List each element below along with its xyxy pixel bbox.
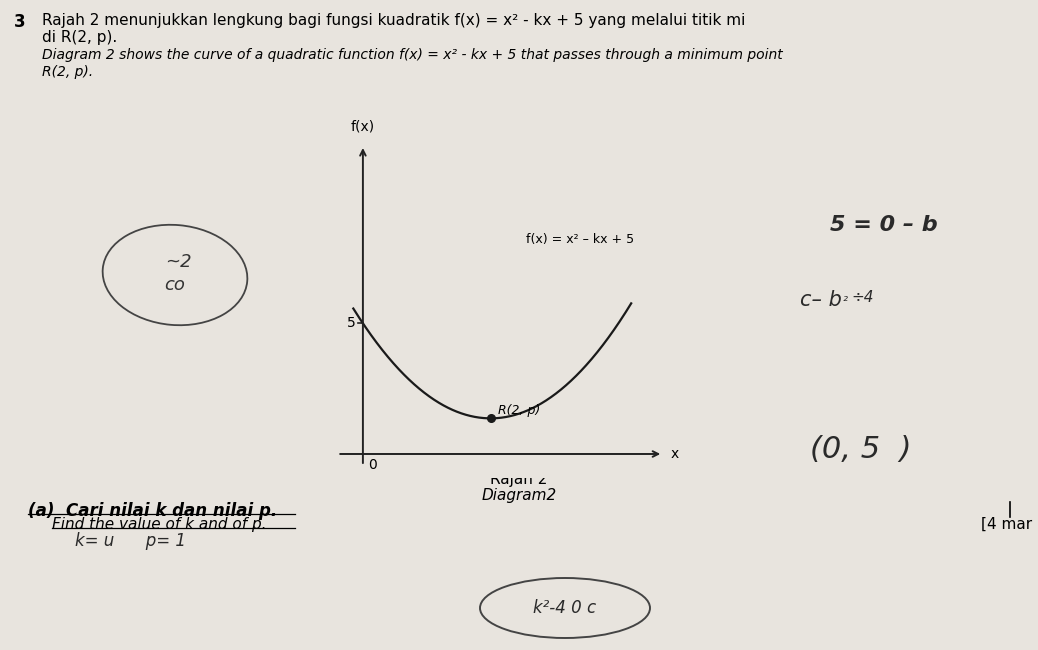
Text: (0, 5  ): (0, 5 ) [810,435,911,464]
Text: Rajah 2: Rajah 2 [490,472,548,487]
Text: (a)  Cari nilai k dan nilai p.: (a) Cari nilai k dan nilai p. [28,502,277,520]
Text: x: x [671,447,679,461]
Text: di R(2, p).: di R(2, p). [42,30,117,45]
Text: 5: 5 [347,317,355,330]
Text: 5 = 0 – b: 5 = 0 – b [830,215,937,235]
Text: k= u      p= 1: k= u p= 1 [75,532,186,550]
Text: f(x): f(x) [351,119,375,133]
Text: Diagram 2 shows the curve of a quadratic function f(x) = x² - kx + 5 that passes: Diagram 2 shows the curve of a quadratic… [42,48,783,62]
Text: ÷4: ÷4 [851,290,874,305]
Text: k²-4 0 c: k²-4 0 c [534,599,597,617]
Text: Diagram2: Diagram2 [482,488,556,503]
Text: co: co [165,276,186,294]
Text: 3: 3 [13,13,26,31]
Text: ²: ² [843,295,848,308]
Text: R(2, p).: R(2, p). [42,65,93,79]
Text: ~2: ~2 [165,253,191,271]
Text: [4 mar: [4 mar [981,517,1032,532]
Text: Find the value of k and of p.: Find the value of k and of p. [52,517,267,532]
Text: c– b: c– b [800,290,842,310]
Text: 0: 0 [368,458,377,471]
Text: f(x) = x² – kx + 5: f(x) = x² – kx + 5 [526,233,634,246]
Text: Rajah 2 menunjukkan lengkung bagi fungsi kuadratik f(x) = x² - kx + 5 yang melal: Rajah 2 menunjukkan lengkung bagi fungsi… [42,13,745,28]
Text: R(2, p): R(2, p) [498,404,541,417]
